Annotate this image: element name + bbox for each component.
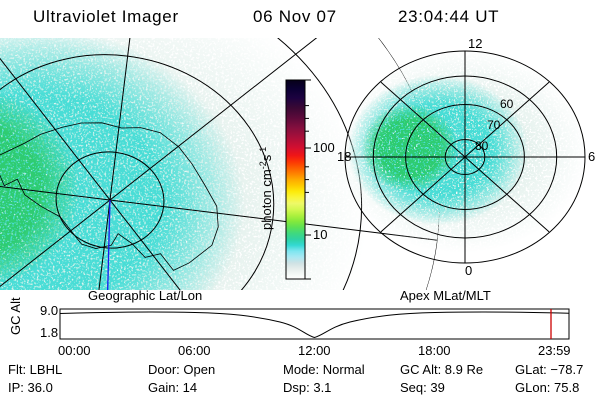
svg-text:Apex MLat/MLT: Apex MLat/MLT xyxy=(400,288,491,303)
svg-text:Seq: 39: Seq: 39 xyxy=(400,380,445,395)
svg-text:GLon: 75.8: GLon: 75.8 xyxy=(515,380,579,395)
svg-text:06:00: 06:00 xyxy=(178,343,211,358)
svg-text:GC Alt: GC Alt xyxy=(8,297,23,335)
svg-text:IP: 36.0: IP: 36.0 xyxy=(8,380,53,395)
svg-text:80: 80 xyxy=(475,139,489,153)
svg-text:10: 10 xyxy=(313,227,327,242)
svg-text:23:59: 23:59 xyxy=(538,343,571,358)
svg-text:1.8: 1.8 xyxy=(40,325,58,340)
svg-text:60: 60 xyxy=(500,97,514,111)
svg-text:0: 0 xyxy=(465,263,472,278)
svg-text:100: 100 xyxy=(313,140,335,155)
svg-text:12:00: 12:00 xyxy=(298,343,331,358)
svg-text:00:00: 00:00 xyxy=(58,343,91,358)
svg-text:70: 70 xyxy=(487,118,501,132)
svg-text:Dsp: 3.1: Dsp: 3.1 xyxy=(283,380,331,395)
svg-text:12: 12 xyxy=(468,36,482,51)
svg-text:Flt: LBHL: Flt: LBHL xyxy=(8,362,62,377)
svg-text:Geographic Lat/Lon: Geographic Lat/Lon xyxy=(88,288,202,303)
svg-text:18:00: 18:00 xyxy=(418,343,451,358)
svg-text:GC Alt: 8.9 Re: GC Alt: 8.9 Re xyxy=(400,362,483,377)
svg-text:Mode: Normal: Mode: Normal xyxy=(283,362,365,377)
svg-text:GLat: −78.7: GLat: −78.7 xyxy=(515,362,583,377)
svg-text:18: 18 xyxy=(337,149,351,164)
svg-text:Gain: 14: Gain: 14 xyxy=(148,380,197,395)
svg-text:photon cm-2s-1: photon cm-2s-1 xyxy=(258,147,274,230)
svg-text:9.0: 9.0 xyxy=(40,303,58,318)
svg-text:Door: Open: Door: Open xyxy=(148,362,215,377)
svg-text:6: 6 xyxy=(588,149,595,164)
